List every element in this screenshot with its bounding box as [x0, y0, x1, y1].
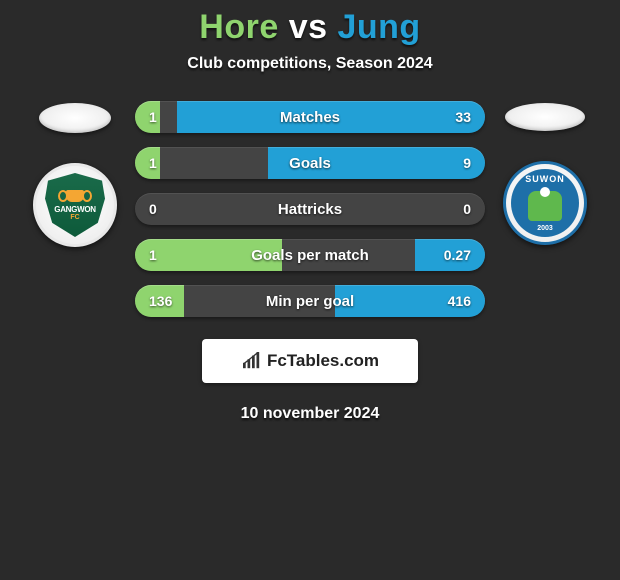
right-side: SUWON 2003 — [485, 101, 605, 245]
stat-value-left: 0 — [149, 201, 157, 217]
team-right-year: 2003 — [537, 225, 553, 232]
stat-label: Matches — [280, 109, 340, 126]
stat-row: 0 Hattricks 0 — [135, 193, 485, 225]
chart-icon — [241, 352, 263, 370]
player2-name: Jung — [337, 8, 420, 46]
stat-value-right: 33 — [455, 109, 471, 125]
mascot-icon — [528, 191, 562, 221]
stat-row: 1 Matches 33 — [135, 101, 485, 133]
branding-text: FcTables.com — [267, 351, 379, 371]
stat-label: Goals — [289, 155, 331, 172]
branding-badge: FcTables.com — [202, 339, 418, 383]
player1-name: Hore — [199, 8, 278, 46]
left-side: GANGWON FC — [15, 101, 135, 247]
stat-value-right: 0.27 — [444, 247, 471, 263]
team-logo-suwon: SUWON 2003 — [503, 161, 587, 245]
subtitle: Club competitions, Season 2024 — [187, 55, 432, 73]
stat-value-right: 9 — [463, 155, 471, 171]
stat-value-right: 0 — [463, 201, 471, 217]
player1-avatar — [39, 103, 111, 133]
vs-text: vs — [289, 8, 328, 46]
comparison-card: Hore vs Jung Club competitions, Season 2… — [0, 0, 620, 423]
stat-row: 1 Goals per match 0.27 — [135, 239, 485, 271]
team-logo-gangwon: GANGWON FC — [33, 163, 117, 247]
stat-value-left: 1 — [149, 247, 157, 263]
logo-inner: SUWON 2003 — [511, 169, 579, 237]
team-left-sub: FC — [70, 214, 79, 221]
player2-avatar — [505, 103, 585, 131]
stat-row: 1 Goals 9 — [135, 147, 485, 179]
stats-list: 1 Matches 33 1 Goals 9 0 Hattricks 0 1 Goals per m… — [135, 101, 485, 317]
shield-icon: GANGWON FC — [45, 173, 105, 237]
stat-value-left: 1 — [149, 155, 157, 171]
stat-label: Hattricks — [278, 201, 342, 218]
stat-row: 136 Min per goal 416 — [135, 285, 485, 317]
stat-label: Goals per match — [251, 247, 369, 264]
main-row: GANGWON FC 1Matches331Goals90Hattricks01… — [0, 101, 620, 317]
stat-label: Min per goal — [266, 293, 354, 310]
team-left-name: GANGWON — [54, 205, 95, 214]
stat-value-left: 136 — [149, 293, 172, 309]
page-title: Hore vs Jung — [199, 8, 420, 47]
team-right-name: SUWON — [525, 174, 565, 184]
stat-value-left: 1 — [149, 109, 157, 125]
date-text: 10 november 2024 — [241, 405, 380, 423]
trophy-icon — [66, 190, 84, 202]
stat-value-right: 416 — [448, 293, 471, 309]
